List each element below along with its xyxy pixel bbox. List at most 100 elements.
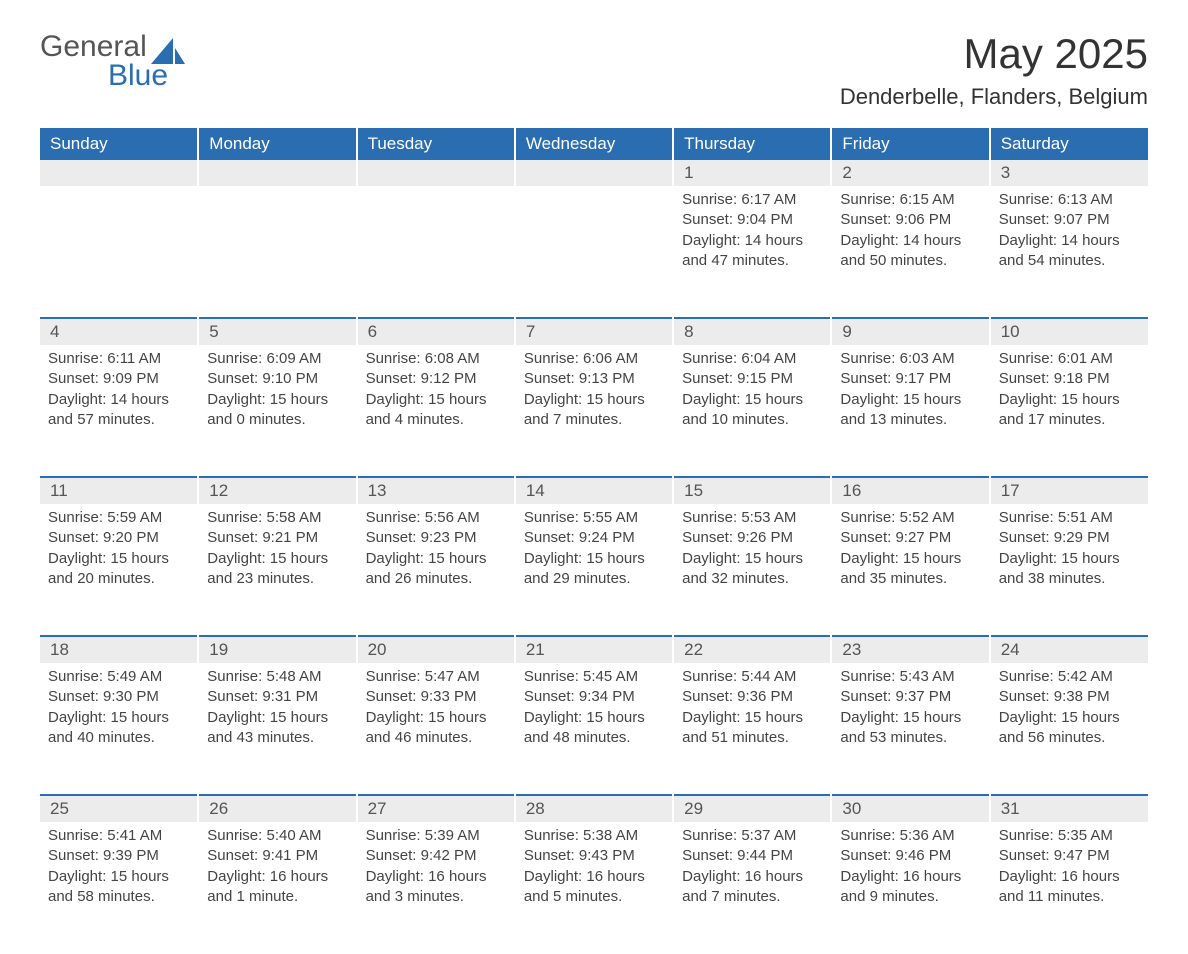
- day-content-cell: [198, 186, 356, 318]
- sunset-line: Sunset: 9:23 PM: [366, 528, 506, 548]
- sunrise-line: Sunrise: 6:11 AM: [48, 349, 189, 369]
- daylight-line: Daylight: 15 hours and 58 minutes.: [48, 867, 189, 908]
- sunrise-line: Sunrise: 6:04 AM: [682, 349, 822, 369]
- sunrise-line: Sunrise: 5:36 AM: [840, 826, 980, 846]
- day-content-cell: Sunrise: 5:37 AMSunset: 9:44 PMDaylight:…: [673, 822, 831, 954]
- sunrise-line: Sunrise: 5:39 AM: [366, 826, 506, 846]
- weekday-header: Friday: [831, 128, 989, 160]
- day-content-cell: [40, 186, 198, 318]
- daylight-line: Daylight: 15 hours and 38 minutes.: [999, 549, 1140, 590]
- day-content-cell: [515, 186, 673, 318]
- day-number-row: 18192021222324: [40, 636, 1148, 663]
- day-number-cell: [515, 160, 673, 186]
- day-content-cell: Sunrise: 5:41 AMSunset: 9:39 PMDaylight:…: [40, 822, 198, 954]
- calendar-table: SundayMondayTuesdayWednesdayThursdayFrid…: [40, 128, 1148, 954]
- sunset-line: Sunset: 9:17 PM: [840, 369, 980, 389]
- weekday-header: Thursday: [673, 128, 831, 160]
- day-content-cell: Sunrise: 6:01 AMSunset: 9:18 PMDaylight:…: [990, 345, 1148, 477]
- daylight-line: Daylight: 15 hours and 51 minutes.: [682, 708, 822, 749]
- day-number-cell: 25: [40, 795, 198, 822]
- location: Denderbelle, Flanders, Belgium: [840, 84, 1148, 110]
- sunset-line: Sunset: 9:47 PM: [999, 846, 1140, 866]
- day-content-cell: Sunrise: 5:52 AMSunset: 9:27 PMDaylight:…: [831, 504, 989, 636]
- day-number-cell: 26: [198, 795, 356, 822]
- sunset-line: Sunset: 9:41 PM: [207, 846, 347, 866]
- day-content-cell: Sunrise: 6:17 AMSunset: 9:04 PMDaylight:…: [673, 186, 831, 318]
- daylight-line: Daylight: 15 hours and 17 minutes.: [999, 390, 1140, 431]
- day-content-cell: Sunrise: 5:47 AMSunset: 9:33 PMDaylight:…: [357, 663, 515, 795]
- daylight-line: Daylight: 15 hours and 7 minutes.: [524, 390, 664, 431]
- sunset-line: Sunset: 9:44 PM: [682, 846, 822, 866]
- day-content-cell: Sunrise: 6:06 AMSunset: 9:13 PMDaylight:…: [515, 345, 673, 477]
- day-content-cell: Sunrise: 5:55 AMSunset: 9:24 PMDaylight:…: [515, 504, 673, 636]
- sunset-line: Sunset: 9:18 PM: [999, 369, 1140, 389]
- daylight-line: Daylight: 14 hours and 47 minutes.: [682, 231, 822, 272]
- day-content-cell: Sunrise: 5:44 AMSunset: 9:36 PMDaylight:…: [673, 663, 831, 795]
- day-content-cell: Sunrise: 5:56 AMSunset: 9:23 PMDaylight:…: [357, 504, 515, 636]
- day-number-cell: 23: [831, 636, 989, 663]
- day-number-cell: 16: [831, 477, 989, 504]
- daylight-line: Daylight: 15 hours and 13 minutes.: [840, 390, 980, 431]
- day-number-cell: [40, 160, 198, 186]
- sunset-line: Sunset: 9:27 PM: [840, 528, 980, 548]
- sunrise-line: Sunrise: 5:44 AM: [682, 667, 822, 687]
- daylight-line: Daylight: 15 hours and 46 minutes.: [366, 708, 506, 749]
- sunrise-line: Sunrise: 5:59 AM: [48, 508, 189, 528]
- title-block: May 2025 Denderbelle, Flanders, Belgium: [840, 30, 1148, 110]
- daylight-line: Daylight: 15 hours and 20 minutes.: [48, 549, 189, 590]
- day-content-cell: [357, 186, 515, 318]
- sunset-line: Sunset: 9:13 PM: [524, 369, 664, 389]
- day-number-cell: 11: [40, 477, 198, 504]
- day-number-cell: 10: [990, 318, 1148, 345]
- sunset-line: Sunset: 9:34 PM: [524, 687, 664, 707]
- daylight-line: Daylight: 16 hours and 9 minutes.: [840, 867, 980, 908]
- sunrise-line: Sunrise: 5:55 AM: [524, 508, 664, 528]
- day-content-cell: Sunrise: 6:09 AMSunset: 9:10 PMDaylight:…: [198, 345, 356, 477]
- day-number-cell: 29: [673, 795, 831, 822]
- day-number-cell: [357, 160, 515, 186]
- day-content-cell: Sunrise: 6:03 AMSunset: 9:17 PMDaylight:…: [831, 345, 989, 477]
- day-content-row: Sunrise: 6:11 AMSunset: 9:09 PMDaylight:…: [40, 345, 1148, 477]
- weekday-header: Saturday: [990, 128, 1148, 160]
- sunset-line: Sunset: 9:33 PM: [366, 687, 506, 707]
- daylight-line: Daylight: 16 hours and 11 minutes.: [999, 867, 1140, 908]
- day-number-cell: 5: [198, 318, 356, 345]
- day-number-cell: 31: [990, 795, 1148, 822]
- day-number-cell: [198, 160, 356, 186]
- day-content-cell: Sunrise: 6:13 AMSunset: 9:07 PMDaylight:…: [990, 186, 1148, 318]
- sunset-line: Sunset: 9:39 PM: [48, 846, 189, 866]
- sunrise-line: Sunrise: 5:37 AM: [682, 826, 822, 846]
- sunrise-line: Sunrise: 5:40 AM: [207, 826, 347, 846]
- day-number-cell: 18: [40, 636, 198, 663]
- day-number-cell: 24: [990, 636, 1148, 663]
- sunrise-line: Sunrise: 5:35 AM: [999, 826, 1140, 846]
- day-number-cell: 8: [673, 318, 831, 345]
- sunrise-line: Sunrise: 6:15 AM: [840, 190, 980, 210]
- day-content-cell: Sunrise: 5:45 AMSunset: 9:34 PMDaylight:…: [515, 663, 673, 795]
- day-number-cell: 3: [990, 160, 1148, 186]
- sunset-line: Sunset: 9:20 PM: [48, 528, 189, 548]
- day-content-cell: Sunrise: 5:38 AMSunset: 9:43 PMDaylight:…: [515, 822, 673, 954]
- day-content-row: Sunrise: 5:49 AMSunset: 9:30 PMDaylight:…: [40, 663, 1148, 795]
- day-content-cell: Sunrise: 5:58 AMSunset: 9:21 PMDaylight:…: [198, 504, 356, 636]
- daylight-line: Daylight: 16 hours and 5 minutes.: [524, 867, 664, 908]
- weekday-header: Tuesday: [357, 128, 515, 160]
- day-number-row: 123: [40, 160, 1148, 186]
- sunrise-line: Sunrise: 6:03 AM: [840, 349, 980, 369]
- day-content-cell: Sunrise: 5:49 AMSunset: 9:30 PMDaylight:…: [40, 663, 198, 795]
- sunset-line: Sunset: 9:38 PM: [999, 687, 1140, 707]
- daylight-line: Daylight: 15 hours and 35 minutes.: [840, 549, 980, 590]
- sunset-line: Sunset: 9:07 PM: [999, 210, 1140, 230]
- sunset-line: Sunset: 9:42 PM: [366, 846, 506, 866]
- daylight-line: Daylight: 15 hours and 48 minutes.: [524, 708, 664, 749]
- sunset-line: Sunset: 9:12 PM: [366, 369, 506, 389]
- sunrise-line: Sunrise: 5:49 AM: [48, 667, 189, 687]
- daylight-line: Daylight: 15 hours and 0 minutes.: [207, 390, 347, 431]
- day-number-cell: 9: [831, 318, 989, 345]
- daylight-line: Daylight: 15 hours and 40 minutes.: [48, 708, 189, 749]
- weekday-header: Monday: [198, 128, 356, 160]
- day-content-cell: Sunrise: 6:11 AMSunset: 9:09 PMDaylight:…: [40, 345, 198, 477]
- sunset-line: Sunset: 9:10 PM: [207, 369, 347, 389]
- sunrise-line: Sunrise: 5:48 AM: [207, 667, 347, 687]
- sunset-line: Sunset: 9:04 PM: [682, 210, 822, 230]
